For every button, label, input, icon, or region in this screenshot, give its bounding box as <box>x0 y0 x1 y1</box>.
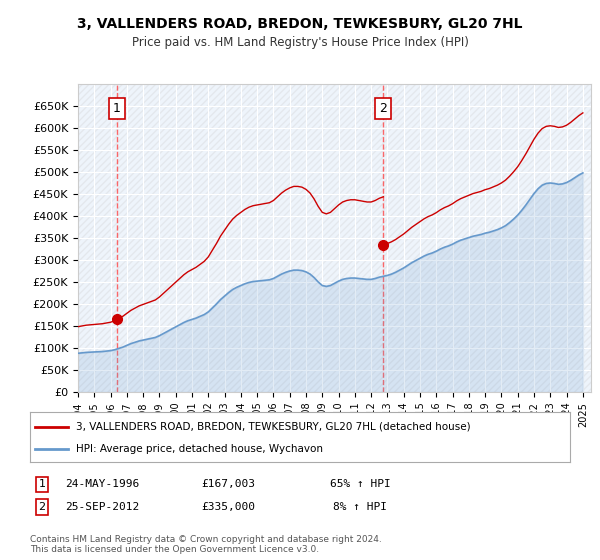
Text: 2: 2 <box>38 502 46 512</box>
Text: 24-MAY-1996: 24-MAY-1996 <box>65 479 139 489</box>
Text: Price paid vs. HM Land Registry's House Price Index (HPI): Price paid vs. HM Land Registry's House … <box>131 36 469 49</box>
Text: Contains HM Land Registry data © Crown copyright and database right 2024.
This d: Contains HM Land Registry data © Crown c… <box>30 535 382 554</box>
Text: 1: 1 <box>38 479 46 489</box>
Text: 2: 2 <box>379 102 387 115</box>
Text: 8% ↑ HPI: 8% ↑ HPI <box>333 502 387 512</box>
Text: 25-SEP-2012: 25-SEP-2012 <box>65 502 139 512</box>
Text: HPI: Average price, detached house, Wychavon: HPI: Average price, detached house, Wych… <box>76 445 323 454</box>
Text: 65% ↑ HPI: 65% ↑ HPI <box>329 479 391 489</box>
Text: £335,000: £335,000 <box>201 502 255 512</box>
Text: 3, VALLENDERS ROAD, BREDON, TEWKESBURY, GL20 7HL: 3, VALLENDERS ROAD, BREDON, TEWKESBURY, … <box>77 17 523 31</box>
Text: 1: 1 <box>113 102 121 115</box>
Text: 3, VALLENDERS ROAD, BREDON, TEWKESBURY, GL20 7HL (detached house): 3, VALLENDERS ROAD, BREDON, TEWKESBURY, … <box>76 422 470 432</box>
Text: £167,003: £167,003 <box>201 479 255 489</box>
